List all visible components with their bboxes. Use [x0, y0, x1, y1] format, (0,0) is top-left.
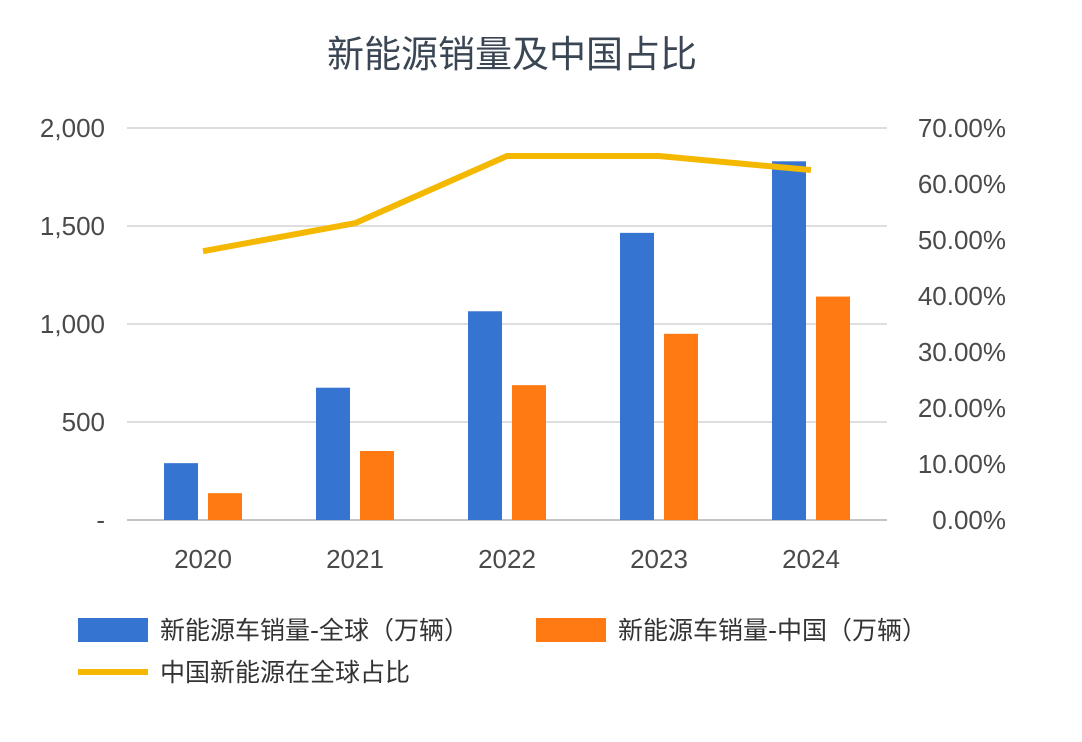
x-tick-label: 2022 [478, 544, 536, 574]
left-tick-label: - [96, 505, 105, 535]
legend-swatch [536, 618, 606, 642]
bar-china [664, 333, 698, 520]
x-tick-label: 2021 [326, 544, 384, 574]
share-line-path [202, 153, 812, 255]
x-axis-labels: 2020 2021 2022 2023 2024 [174, 544, 840, 574]
right-tick-label: 0.00% [932, 505, 1006, 535]
right-axis-labels: 0.00% 10.00% 20.00% 30.00% 40.00% 50.00% 60.00… [918, 113, 1006, 535]
bar-china [816, 296, 850, 520]
bar-china [360, 451, 394, 520]
right-tick-label: 70.00% [918, 113, 1006, 143]
bar-global [772, 161, 806, 520]
right-tick-label: 40.00% [918, 281, 1006, 311]
legend-label: 新能源车销量-全球（万辆） [160, 616, 469, 645]
chart-title: 新能源销量及中国占比 [327, 33, 697, 76]
bars [164, 161, 850, 521]
right-tick-label: 30.00% [918, 337, 1006, 367]
bar-global [468, 311, 502, 520]
legend-label: 新能源车销量-中国（万辆） [618, 616, 927, 645]
right-tick-label: 60.00% [918, 169, 1006, 199]
x-tick-label: 2024 [782, 544, 840, 574]
gridlines [127, 127, 887, 521]
bar-china [208, 493, 242, 520]
left-tick-label: 2,000 [40, 113, 105, 143]
legend-swatch [78, 618, 148, 642]
right-tick-label: 10.00% [918, 449, 1006, 479]
x-tick-label: 2020 [174, 544, 232, 574]
bar-china [512, 385, 546, 520]
legend-label: 中国新能源在全球占比 [160, 658, 410, 687]
bar-global [316, 387, 350, 520]
left-tick-label: 500 [62, 407, 105, 437]
right-tick-label: 20.00% [918, 393, 1006, 423]
left-axis-labels: - 500 1,000 1,500 2,000 [40, 113, 105, 535]
share-line [202, 153, 812, 255]
bar-global [620, 232, 654, 521]
bar-global [164, 463, 198, 520]
legend: 新能源车销量-全球（万辆） 新能源车销量-中国（万辆） 中国新能源在全球占比 [78, 616, 927, 687]
left-tick-label: 1,000 [40, 309, 105, 339]
right-tick-label: 50.00% [918, 225, 1006, 255]
left-tick-label: 1,500 [40, 211, 105, 241]
x-tick-label: 2023 [630, 544, 688, 574]
